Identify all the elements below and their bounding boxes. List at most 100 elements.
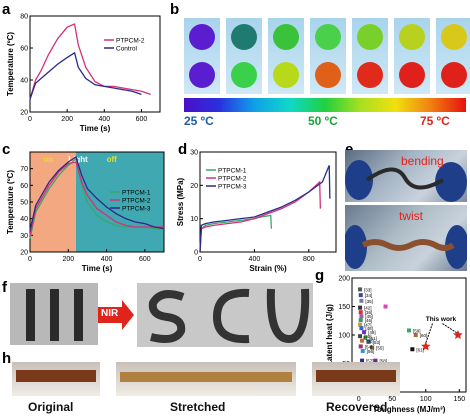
- scatter-point: [358, 305, 363, 310]
- y-tick-label: 10: [190, 216, 198, 223]
- chart-d: 0 400 800 0 10 20 30 Strain (%) Stress (MPa) PTPC…: [176, 150, 337, 273]
- color-dot: [357, 24, 383, 50]
- reference-label: [35]: [365, 299, 373, 304]
- bending-photo: bending: [345, 150, 467, 202]
- color-dot: [315, 24, 341, 50]
- y-axis-label: Temperature (ºC): [6, 170, 15, 234]
- x-tick-label: 400: [98, 116, 110, 123]
- scu-shapes: [148, 288, 310, 344]
- chart-a: 0 200 400 600 20 40 60 80 Time (s) Temperature (º…: [6, 14, 161, 133]
- original-strip: [16, 370, 96, 382]
- nir-arrow: [98, 300, 134, 330]
- color-dot: [273, 24, 299, 50]
- y-tick-label: 20: [190, 183, 198, 190]
- bending-strip-illustration: [345, 160, 467, 202]
- y-tick-label: 200: [338, 276, 350, 283]
- x-tick-label: 0: [28, 256, 32, 263]
- reference-label: [56]: [367, 349, 375, 354]
- x-axis-label: Time (s): [82, 264, 113, 273]
- x-tick-label: 200: [61, 116, 73, 123]
- recovered-caption: Recovered: [326, 400, 388, 414]
- thermochromic-tile: [268, 18, 304, 94]
- x-tick-label: 0: [28, 116, 32, 123]
- thermochromic-tile: [184, 18, 220, 94]
- y-tick-label: 0: [194, 250, 198, 257]
- y-tick-label: 70: [20, 166, 28, 173]
- stretched-strip: [120, 372, 292, 382]
- strip-2: [50, 289, 59, 341]
- panel-label-g: g: [315, 267, 325, 284]
- chart-g: 050100150050100150200Toughness (MJ/m³)La…: [325, 276, 467, 414]
- panel-label-h: h: [2, 350, 12, 367]
- this-work-pointer: [442, 323, 457, 334]
- reference-label: [49]: [368, 330, 376, 335]
- scatter-point: [407, 328, 411, 333]
- color-dot: [231, 62, 257, 88]
- reference-label: [48]: [365, 326, 373, 331]
- color-dot: [441, 62, 467, 88]
- x-tick-label: 600: [136, 116, 148, 123]
- series-line: [199, 165, 331, 253]
- strips-before-photo: [10, 283, 98, 345]
- scatter-point: [410, 347, 415, 352]
- scatter-point: [363, 335, 368, 340]
- x-tick-label: 0: [198, 256, 202, 263]
- x-axis-label: Time (s): [80, 124, 111, 133]
- reference-label: [57]: [366, 359, 374, 364]
- scatter-point: [358, 287, 363, 292]
- y-tick-label: 20: [20, 250, 28, 257]
- y-tick-label: 30: [190, 150, 198, 157]
- stretched-photo: [116, 362, 296, 396]
- x-tick-label: 400: [249, 256, 261, 263]
- color-dot: [399, 24, 425, 50]
- x-axis-label: Toughness (MJ/m³): [373, 405, 446, 414]
- x-tick-label: 200: [62, 256, 74, 263]
- twist-strip-illustration: [345, 225, 467, 269]
- reference-label: [42]: [364, 306, 372, 311]
- scatter-point: [358, 334, 363, 339]
- series-line: [29, 161, 164, 236]
- bending-label: bending: [401, 154, 444, 168]
- thermochromic-tile: [394, 18, 430, 94]
- y-tick-label: 150: [338, 304, 350, 311]
- on-label: on: [43, 155, 53, 164]
- reference-label: [58]: [379, 359, 387, 364]
- reference-label: [51]: [369, 336, 377, 341]
- reference-label: [33]: [364, 287, 372, 292]
- scatter-point: [358, 310, 363, 315]
- legend-label: PTPCM-1: [122, 190, 151, 197]
- x-tick-label: 50: [388, 396, 396, 403]
- scatter-point: [366, 339, 371, 344]
- thermochromic-tile: [352, 18, 388, 94]
- plot-frame: [29, 15, 161, 113]
- strip-1: [26, 289, 35, 341]
- reference-label: [52]: [366, 339, 374, 344]
- reference-label: [61]: [416, 347, 424, 352]
- legend-label: PTPCM-3: [122, 206, 151, 213]
- scatter-point: [362, 330, 367, 335]
- reference-label: [45]: [365, 314, 373, 319]
- scatter-point: [383, 304, 388, 309]
- legend-label: PTPCM-3: [218, 184, 247, 191]
- series-line: [29, 51, 142, 100]
- color-dot: [441, 24, 467, 50]
- reference-label: [34]: [365, 293, 373, 298]
- x-tick-label: 150: [453, 396, 465, 403]
- reference-label: [53]: [373, 340, 381, 345]
- panel-label-d: d: [178, 141, 188, 158]
- x-tick-label: 400: [101, 256, 113, 263]
- scatter-point-star: [453, 330, 463, 340]
- stretched-caption: Stretched: [170, 400, 226, 414]
- x-tick-label: 600: [139, 256, 151, 263]
- y-tick-label: 50: [20, 200, 28, 207]
- legend-label: Control: [116, 46, 138, 53]
- scatter-point: [359, 298, 364, 303]
- y-tick-label: 40: [20, 78, 28, 85]
- series-line: [199, 180, 322, 253]
- nir-label: NIR: [101, 308, 119, 319]
- scatter-point: [360, 358, 365, 363]
- legend-label: PTPCM-2: [122, 198, 151, 205]
- light-on-region: [30, 152, 76, 252]
- y-tick-label: 60: [20, 183, 28, 190]
- color-dot: [273, 62, 299, 88]
